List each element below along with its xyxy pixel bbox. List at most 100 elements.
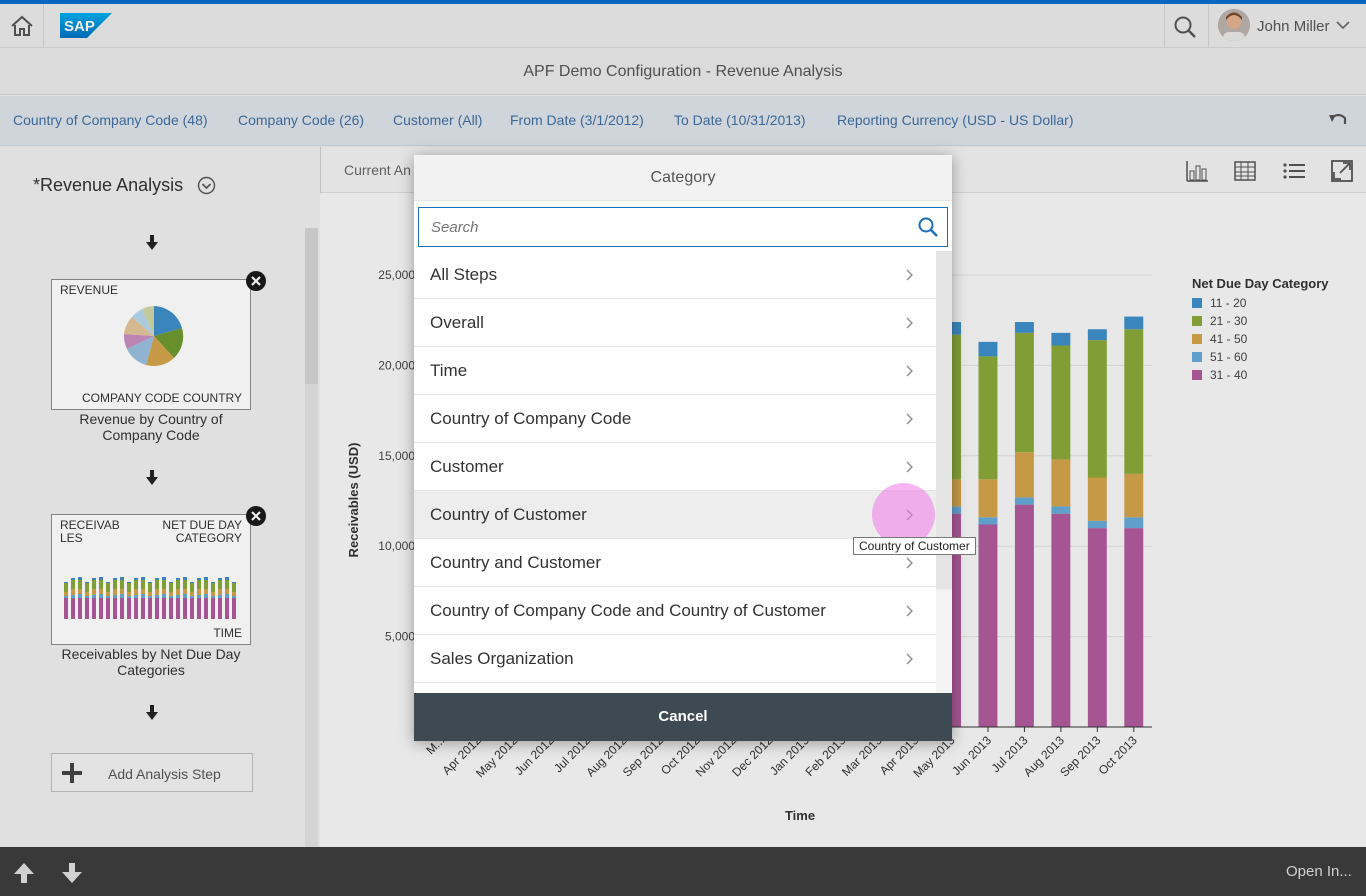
mini-bar-segment [92, 598, 96, 619]
mini-bar-segment [176, 578, 180, 580]
mini-bar-segment [211, 592, 215, 596]
svg-text:SAP: SAP [64, 18, 95, 35]
mini-bar-segment [85, 592, 89, 596]
step-card-receivables[interactable]: RECEIVAB LES NET DUE DAY CATEGORY TIME [51, 514, 251, 645]
mini-bar-segment [197, 595, 201, 598]
filter-company-code[interactable]: Company Code (26) [238, 112, 365, 128]
stacked-bar-thumbnail [64, 577, 236, 619]
list-item-hovered[interactable]: Country of Customer [414, 491, 936, 539]
add-analysis-step-button[interactable]: Add Analysis Step [51, 753, 253, 792]
mini-bar-segment [225, 589, 229, 594]
mini-bar-segment [225, 577, 229, 580]
mini-bar-segment [99, 594, 103, 598]
mini-bar-segment [134, 589, 138, 595]
chevron-right-icon [906, 461, 913, 473]
user-avatar[interactable] [1218, 9, 1250, 41]
y-tick-label: 25,000 [378, 268, 415, 282]
chevron-down-circle-icon[interactable] [197, 176, 216, 195]
fullscreen-icon[interactable] [1330, 159, 1354, 183]
mini-bar-segment [218, 580, 222, 589]
mini-bar-segment [127, 592, 131, 596]
bar-segment [978, 524, 998, 727]
mini-bar-segment [232, 596, 236, 598]
legend-label: 11 - 20 [1210, 296, 1247, 310]
search-input[interactable] [419, 208, 909, 246]
top-accent-line [0, 0, 1366, 4]
legend-swatch [1192, 352, 1202, 362]
filter-customer[interactable]: Customer (All) [393, 112, 483, 128]
filter-country-of-company-code[interactable]: Country of Company Code (48) [13, 112, 208, 128]
mini-bar-segment [92, 578, 96, 580]
mini-bar-segment [183, 598, 187, 619]
arrow-down-icon[interactable] [60, 861, 84, 885]
list-item[interactable]: Overall [414, 299, 936, 347]
bar-segment [978, 479, 998, 518]
list-item[interactable]: All Steps [414, 251, 936, 299]
legend-swatch [1192, 370, 1202, 380]
mini-bar-segment [120, 589, 124, 594]
mini-bar-segment [71, 595, 75, 598]
search-field[interactable] [418, 207, 948, 247]
mini-bar-segment [64, 592, 68, 596]
list-item-label: Sales Organization [430, 649, 574, 668]
mini-bar-segment [218, 589, 222, 595]
search-icon[interactable] [917, 216, 939, 238]
list-item[interactable]: Sales Organization [414, 635, 936, 683]
mini-bar-segment [99, 577, 103, 580]
y-tick-label: 5,000 [385, 630, 415, 644]
mini-bar-segment [190, 583, 194, 592]
cancel-button[interactable]: Cancel [658, 708, 708, 725]
shell-separator [1164, 4, 1165, 48]
filter-to-date[interactable]: To Date (10/31/2013) [674, 112, 806, 128]
step-card-revenue[interactable]: REVENUE COMPANY CODE COUNTRY [51, 279, 251, 410]
bar-segment [1051, 506, 1071, 514]
remove-step-icon[interactable] [245, 505, 267, 527]
chevron-down-icon[interactable] [1335, 19, 1351, 31]
mini-bar-segment [78, 580, 82, 589]
list-item[interactable]: Country of Company Code and Country of C… [414, 587, 936, 635]
step-title-revenue[interactable]: Revenue by Country of Company Code [79, 411, 223, 443]
list-icon[interactable] [1282, 159, 1306, 183]
search-icon[interactable] [1173, 15, 1197, 39]
mini-bar-segment [113, 578, 117, 580]
legend-label: 51 - 60 [1210, 350, 1248, 364]
table-icon[interactable] [1233, 159, 1257, 183]
mini-bar-segment [183, 589, 187, 594]
mini-bar-segment [78, 577, 82, 580]
mini-bar-segment [169, 598, 173, 619]
arrow-down-icon [146, 235, 158, 250]
list-item[interactable]: Customer [414, 443, 936, 491]
filter-reporting-currency[interactable]: Reporting Currency (USD - US Dollar) [837, 112, 1074, 128]
open-in-button[interactable]: Open In... [1286, 863, 1352, 880]
dialog-scrollbar-thumb[interactable] [936, 251, 952, 589]
remove-step-icon[interactable] [245, 270, 267, 292]
mini-bar-segment [141, 577, 145, 580]
legend-swatch [1192, 316, 1202, 326]
mini-bar-segment [218, 595, 222, 598]
list-item[interactable]: Country of Company Code [414, 395, 936, 443]
user-name[interactable]: John Miller [1257, 18, 1330, 35]
undo-icon[interactable] [1328, 110, 1348, 128]
sap-logo[interactable]: SAP [60, 13, 112, 38]
home-icon[interactable] [9, 15, 35, 37]
touch-cursor-indicator [872, 483, 935, 546]
category-dialog: Category All Steps Overall Time Country … [414, 155, 952, 741]
mini-bar-segment [148, 583, 152, 592]
filter-from-date[interactable]: From Date (3/1/2012) [510, 112, 644, 128]
list-item-label: Country and Customer [430, 553, 602, 572]
arrow-up-icon[interactable] [12, 861, 36, 885]
left-scrollbar-thumb[interactable] [305, 228, 318, 384]
chart-type-icon[interactable] [1185, 159, 1209, 183]
list-item[interactable]: Time [414, 347, 936, 395]
mini-bar-segment [211, 582, 215, 583]
bar-segment [1124, 528, 1144, 727]
step-title-receivables[interactable]: Receivables by Net Due Day Categories [61, 646, 241, 678]
mini-bar-segment [141, 598, 145, 619]
list-item-label: Customer [430, 457, 504, 476]
bar-segment [1087, 340, 1107, 478]
mini-bar-segment [197, 578, 201, 580]
mini-bar-segment [85, 596, 89, 598]
mini-bar-segment [134, 578, 138, 580]
list-item[interactable]: Country and Customer [414, 539, 936, 587]
